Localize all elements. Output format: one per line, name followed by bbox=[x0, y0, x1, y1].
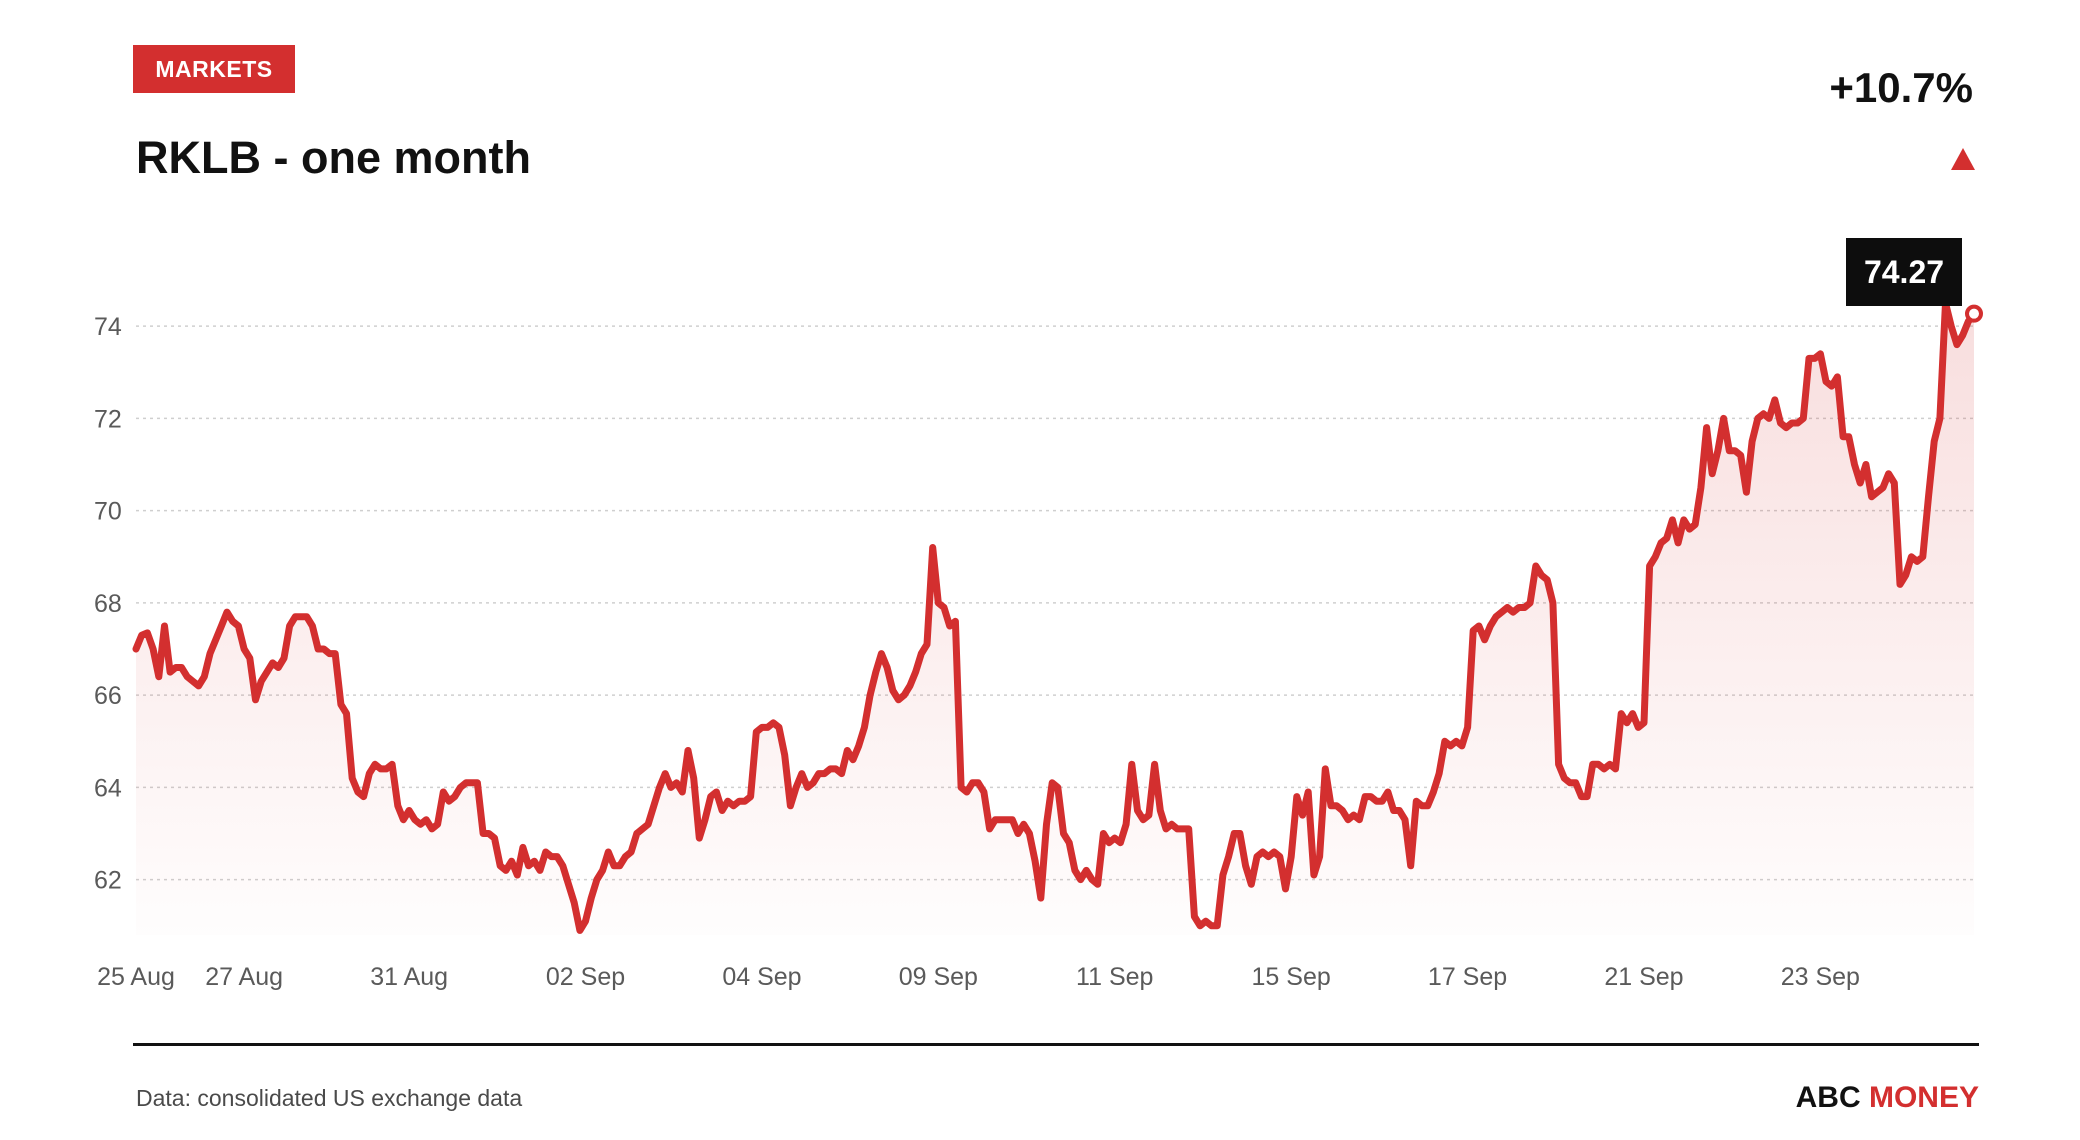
brand-name-part1: ABC bbox=[1795, 1081, 1861, 1114]
price-line bbox=[132, 299, 1978, 934]
y-tick-label: 70 bbox=[94, 498, 122, 526]
x-tick-label: 27 Aug bbox=[205, 963, 283, 991]
x-tick-label: 17 Sep bbox=[1428, 963, 1507, 991]
y-tick-label: 68 bbox=[94, 590, 122, 618]
x-tick-label: 23 Sep bbox=[1781, 963, 1860, 991]
x-tick-label: 02 Sep bbox=[546, 963, 625, 991]
price-chart: 62 64 66 68 70 72 74 25 Aug 27 Aug 31 Aug 02 Sep 04… bbox=[94, 299, 1983, 991]
y-tick-label: 72 bbox=[94, 405, 122, 433]
last-point-marker bbox=[1965, 304, 1983, 323]
x-tick-label: 15 Sep bbox=[1252, 963, 1331, 991]
y-tick-label: 74 bbox=[94, 313, 122, 341]
category-badge: MARKETS bbox=[133, 45, 295, 93]
x-tick-label: 11 Sep bbox=[1076, 963, 1153, 991]
percent-change: +10.7% bbox=[1829, 64, 1973, 111]
chart-title: RKLB - one month bbox=[136, 132, 531, 183]
x-tick-label: 31 Aug bbox=[370, 963, 448, 991]
x-tick-label: 21 Sep bbox=[1604, 963, 1683, 991]
y-tick-label: 64 bbox=[94, 774, 122, 802]
last-price-callout: 74.27 bbox=[1846, 238, 1962, 306]
y-tick-label: 62 bbox=[94, 867, 122, 895]
price-area-fill bbox=[136, 303, 1974, 936]
triangle-up-icon bbox=[1951, 148, 1975, 170]
y-tick-label: 66 bbox=[94, 682, 122, 710]
brand-logo: ABC MONEY bbox=[1796, 1081, 1979, 1115]
x-tick-label: 04 Sep bbox=[722, 963, 801, 991]
x-tick-label: 25 Aug bbox=[97, 963, 175, 991]
footer-divider bbox=[133, 1043, 1979, 1046]
brand-name-part2: MONEY bbox=[1868, 1081, 1979, 1114]
x-tick-label: 09 Sep bbox=[899, 963, 978, 991]
source-note: Data: consolidated US exchange data bbox=[136, 1085, 523, 1111]
